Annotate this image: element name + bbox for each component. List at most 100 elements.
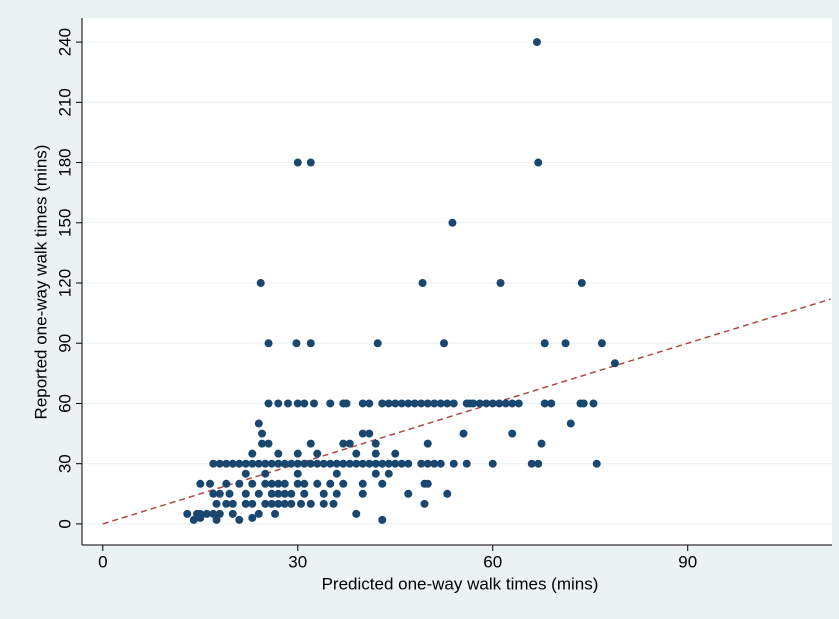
y-axis-title: Reported one-way walk times (mins)	[31, 145, 50, 420]
point	[261, 499, 270, 508]
point	[248, 513, 257, 522]
point	[274, 499, 283, 508]
point	[365, 399, 374, 408]
point	[384, 469, 393, 478]
point	[469, 399, 478, 408]
point	[235, 515, 244, 524]
point	[248, 479, 257, 488]
point	[261, 469, 270, 478]
point	[577, 279, 586, 288]
point	[365, 429, 374, 438]
point	[215, 459, 224, 468]
point	[196, 513, 205, 522]
point	[206, 479, 215, 488]
point	[462, 459, 471, 468]
point	[212, 515, 221, 524]
x-tick-label: 90	[678, 552, 697, 571]
point	[534, 158, 543, 167]
point	[306, 439, 315, 448]
point	[391, 399, 400, 408]
point	[326, 459, 335, 468]
point	[459, 429, 468, 438]
point	[293, 449, 302, 458]
point	[222, 479, 231, 488]
point	[339, 439, 348, 448]
point	[209, 509, 218, 518]
point	[215, 509, 224, 518]
point	[449, 459, 458, 468]
y-tick-label: 210	[55, 88, 74, 116]
point	[293, 158, 302, 167]
point	[423, 439, 432, 448]
point	[274, 399, 283, 408]
point	[254, 489, 263, 498]
point	[235, 459, 244, 468]
point	[274, 459, 283, 468]
point	[371, 439, 380, 448]
point	[280, 479, 289, 488]
point	[297, 499, 306, 508]
point	[300, 479, 309, 488]
point	[274, 479, 283, 488]
point	[235, 479, 244, 488]
reference-line	[102, 298, 831, 525]
point	[248, 449, 257, 458]
point	[449, 399, 458, 408]
point	[267, 489, 276, 498]
point	[319, 459, 328, 468]
point	[417, 399, 426, 408]
point	[534, 459, 543, 468]
point	[384, 399, 393, 408]
point	[287, 489, 296, 498]
x-axis-title: Predicted one-way walk times (mins)	[322, 574, 599, 593]
point	[430, 399, 439, 408]
x-tick-label: 30	[288, 552, 307, 571]
point	[300, 399, 309, 408]
point	[423, 479, 432, 488]
point	[267, 459, 276, 468]
point	[440, 339, 449, 348]
y-tick-label: 120	[55, 269, 74, 297]
point	[404, 489, 413, 498]
point	[514, 399, 523, 408]
y-tick-label: 150	[55, 209, 74, 237]
point	[378, 515, 387, 524]
point	[189, 515, 198, 524]
point	[371, 449, 380, 458]
point	[391, 449, 400, 458]
point	[274, 489, 283, 498]
point	[264, 399, 273, 408]
point	[418, 279, 427, 288]
point	[319, 489, 328, 498]
point	[267, 499, 276, 508]
point	[540, 399, 549, 408]
point	[589, 399, 598, 408]
point	[501, 399, 510, 408]
point	[527, 459, 536, 468]
point	[310, 399, 319, 408]
point	[540, 339, 549, 348]
point	[254, 419, 263, 428]
point	[339, 459, 348, 468]
point	[537, 439, 546, 448]
point	[280, 489, 289, 498]
point	[222, 499, 231, 508]
point	[496, 279, 505, 288]
point	[319, 499, 328, 508]
point	[284, 399, 293, 408]
point	[358, 399, 367, 408]
point	[420, 499, 429, 508]
point	[332, 459, 341, 468]
point	[222, 459, 231, 468]
point	[287, 459, 296, 468]
point	[306, 158, 315, 167]
point	[241, 499, 250, 508]
point	[482, 399, 491, 408]
point	[280, 499, 289, 508]
point	[212, 499, 221, 508]
point	[248, 459, 257, 468]
point	[404, 459, 413, 468]
point	[264, 439, 273, 448]
x-tick-label: 60	[483, 552, 502, 571]
point	[183, 509, 192, 518]
